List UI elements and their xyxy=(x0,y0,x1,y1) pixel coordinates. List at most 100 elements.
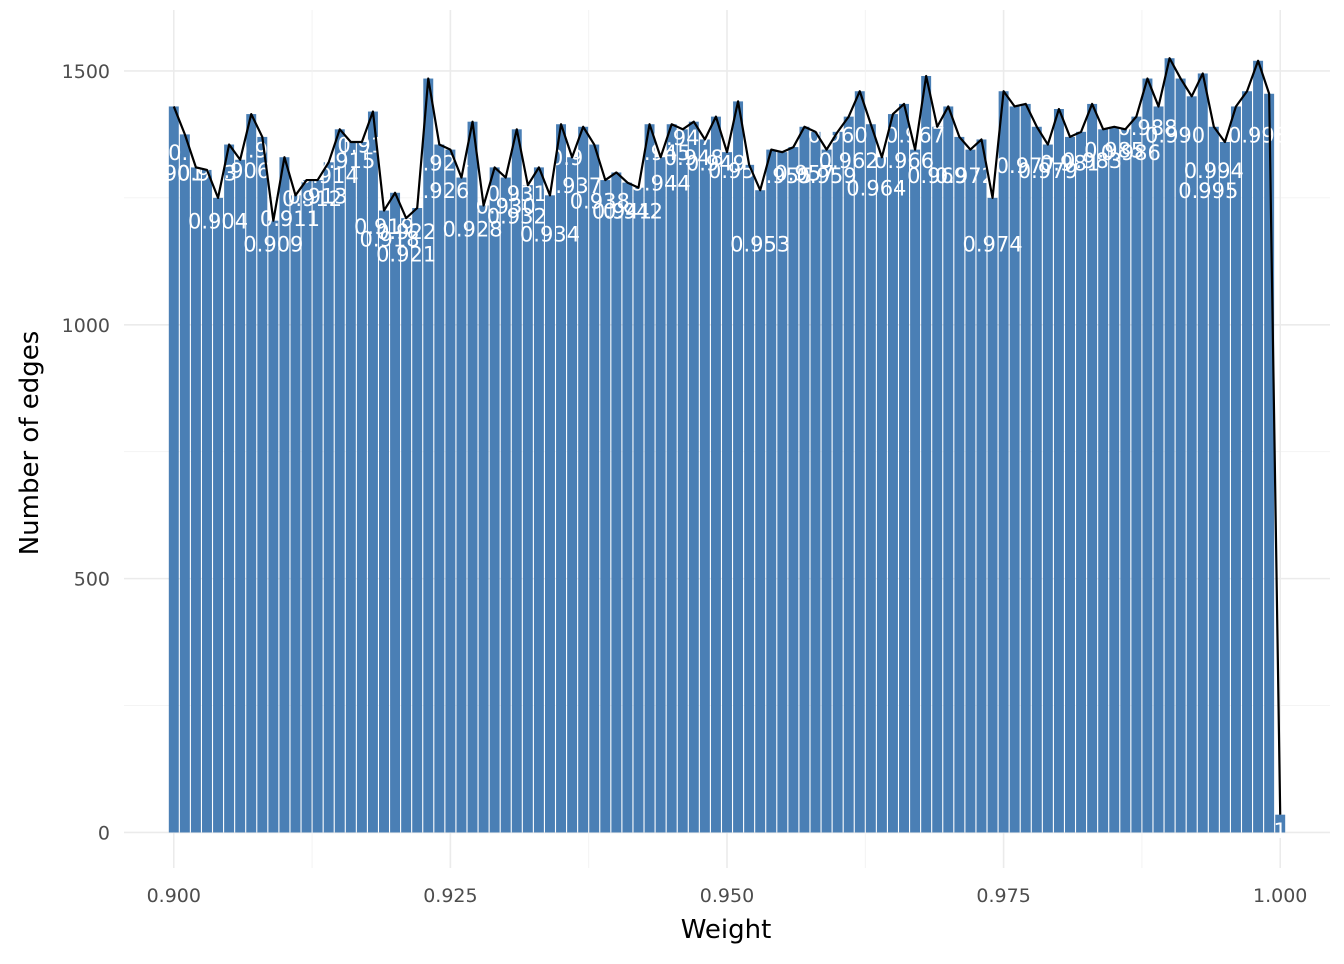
histogram-bar xyxy=(1065,136,1075,833)
histogram-bar xyxy=(1164,58,1175,833)
histogram-bar xyxy=(755,190,766,833)
histogram-bar xyxy=(522,185,533,833)
bar-value-label: 0.964 xyxy=(846,177,906,201)
histogram-bar xyxy=(1031,126,1042,833)
histogram-bar xyxy=(434,144,445,833)
histogram-bar xyxy=(688,121,699,833)
histogram-bar xyxy=(1053,109,1064,833)
histogram-bar xyxy=(589,144,600,833)
bar-value-label: 0.949 xyxy=(686,151,746,175)
bar-value-label: 0.906 xyxy=(210,159,270,183)
histogram-bar xyxy=(478,205,489,833)
histogram-bar xyxy=(1020,103,1031,833)
bar-value-label: 0.951 xyxy=(708,159,768,183)
histogram-bar xyxy=(976,139,987,833)
histogram-bar xyxy=(1109,126,1120,833)
histogram-bar xyxy=(312,180,323,833)
histogram-bar xyxy=(268,220,279,833)
histogram-bar xyxy=(511,129,522,833)
histogram-bar xyxy=(1076,131,1087,833)
histogram-bar xyxy=(633,187,644,833)
histogram-bar xyxy=(1142,78,1153,833)
histogram-bar xyxy=(279,157,290,833)
histogram-bar xyxy=(1242,91,1252,833)
histogram-bar xyxy=(168,106,179,833)
bar-value-label: 0.903 xyxy=(177,161,237,185)
histogram-bar xyxy=(821,149,832,833)
bars xyxy=(168,58,1286,833)
bar-value-label: 0.932 xyxy=(487,205,547,229)
histogram-bar xyxy=(500,177,511,833)
histogram-bar xyxy=(1253,60,1264,833)
bar-value-label: 0.977 xyxy=(996,154,1056,178)
bar-value-label: 0.995 xyxy=(1178,179,1238,203)
histogram-bar xyxy=(356,142,367,833)
histogram-bar xyxy=(943,106,954,833)
histogram-bar xyxy=(246,114,257,833)
x-tick-label: 0.925 xyxy=(423,885,477,907)
bar-value-label: 0.941 xyxy=(592,200,652,224)
bar-value-label: 0.904 xyxy=(188,210,248,234)
bar-value-label: 0.942 xyxy=(603,200,663,224)
histogram-bar xyxy=(202,169,212,833)
bar-value-label: 0.918 xyxy=(359,227,419,251)
histogram-bar xyxy=(390,192,401,833)
bar-value-label: 1 xyxy=(1274,819,1287,843)
histogram-bar xyxy=(876,157,887,833)
histogram-bar xyxy=(622,182,633,833)
histogram-bar xyxy=(744,164,755,833)
histogram-bar xyxy=(733,101,744,833)
histogram-bar xyxy=(987,197,998,833)
histogram-bar xyxy=(1175,78,1186,833)
histogram-bar xyxy=(854,91,865,833)
histogram-bar xyxy=(799,126,810,833)
bar-value-label: 0.981 xyxy=(1040,151,1100,175)
histogram-bar xyxy=(334,129,345,833)
histogram-bar xyxy=(1230,106,1241,833)
bar-value-label: 0.957 xyxy=(774,161,834,185)
bar-value-label: 0.913 xyxy=(288,184,348,208)
histogram-bar xyxy=(290,195,301,833)
histogram-bar xyxy=(367,111,378,833)
histogram-bar xyxy=(788,147,799,833)
bar-value-label: 0.962 xyxy=(819,149,879,173)
histogram-bar xyxy=(865,124,876,833)
histogram-bar xyxy=(257,136,268,833)
y-axis-title: Number of edges xyxy=(15,331,45,556)
bar-value-label: 0.994 xyxy=(1184,159,1244,183)
bar-value-label: 0.938 xyxy=(570,189,630,213)
histogram-bar xyxy=(1098,129,1109,833)
histogram-bar xyxy=(323,162,334,833)
histogram-bar xyxy=(1275,814,1286,833)
histogram-bar xyxy=(445,149,456,833)
bar-value-label: 0.928 xyxy=(442,217,502,241)
count-line xyxy=(172,57,1282,815)
histogram-bar xyxy=(611,172,622,833)
frequency-line xyxy=(172,57,1282,815)
histogram-bar xyxy=(190,167,201,833)
bar-value-label: 0.945 xyxy=(631,141,691,165)
bar-value-label: 0.909 xyxy=(243,233,303,257)
histogram-bar xyxy=(998,91,1009,833)
histogram-bar xyxy=(213,197,224,833)
x-tick-label: 0.975 xyxy=(976,885,1030,907)
y-tick-label: 0 xyxy=(98,822,110,844)
histogram-bar xyxy=(235,159,246,833)
histogram-bar xyxy=(401,218,412,833)
bar-value-label: 0.974 xyxy=(962,233,1022,257)
histogram-bar xyxy=(1153,106,1164,833)
x-tick-label: 0.950 xyxy=(700,885,754,907)
bar-value-label: 0.921 xyxy=(376,243,436,267)
histogram-bar xyxy=(179,134,190,833)
histogram-bar xyxy=(699,139,710,833)
histogram-bar xyxy=(810,131,821,833)
x-tick-label: 0.900 xyxy=(147,885,201,907)
histogram-bar xyxy=(456,177,467,833)
y-tick-label: 1500 xyxy=(62,61,110,83)
histogram-bar xyxy=(1087,103,1098,833)
bar-value-label: 0.919 xyxy=(354,215,414,239)
histogram-bar xyxy=(412,208,423,833)
histogram-bar xyxy=(832,131,843,833)
bar-value-label: 0.912 xyxy=(282,187,342,211)
